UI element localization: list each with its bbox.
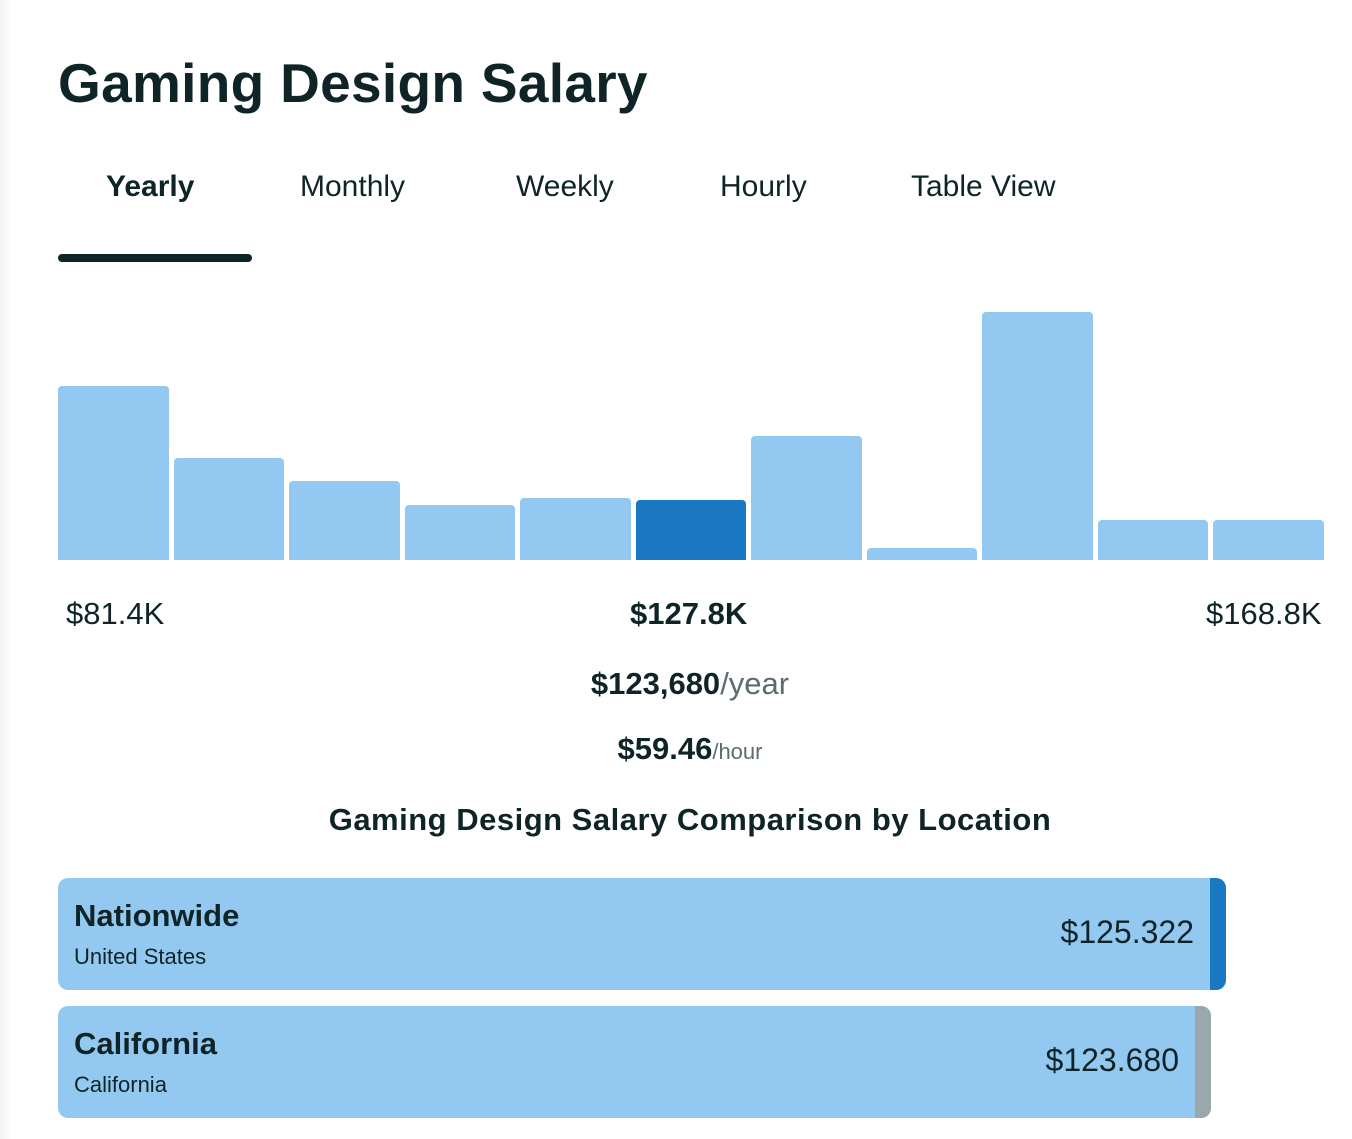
location-card-california[interactable]: California California $123.680 — [58, 1006, 1211, 1118]
histogram-bar[interactable] — [289, 480, 400, 560]
histogram-bar[interactable] — [751, 436, 862, 560]
location-bar-edge — [1210, 878, 1226, 990]
location-name: California — [74, 1026, 217, 1061]
histogram-bar[interactable] — [635, 500, 747, 560]
hourly-amount: $59.46 — [617, 731, 713, 766]
page-title: Gaming Design Salary — [58, 52, 648, 114]
histogram-bar[interactable] — [1213, 520, 1324, 560]
tab-weekly[interactable]: Weekly — [516, 170, 614, 203]
location-bar-edge — [1195, 1006, 1211, 1118]
tab-table-view[interactable]: Table View — [911, 170, 1056, 203]
yearly-summary: $123,680/year — [0, 666, 1352, 702]
location-name: Nationwide — [74, 898, 240, 933]
tab-yearly[interactable]: Yearly — [106, 170, 195, 203]
histogram-bar[interactable] — [866, 548, 978, 560]
axis-min-label: $81.4K — [66, 596, 165, 631]
histogram-bar[interactable] — [404, 505, 516, 560]
axis-max-label: $168.8K — [1206, 596, 1322, 631]
histogram-bar[interactable] — [520, 498, 631, 560]
comparison-heading: Gaming Design Salary Comparison by Locat… — [328, 802, 1052, 837]
histogram-bar[interactable] — [58, 386, 169, 560]
hourly-unit: /hour — [712, 739, 763, 764]
location-salary: $123.680 — [1045, 1042, 1179, 1078]
period-tabs: Yearly Monthly Weekly Hourly Table View — [58, 160, 1158, 262]
histogram-bar[interactable] — [982, 312, 1093, 560]
salary-histogram — [58, 300, 1324, 560]
location-salary: $125.322 — [1060, 914, 1194, 950]
location-subtitle: California — [74, 1072, 167, 1097]
hourly-summary: $59.46/hour — [0, 731, 1352, 767]
active-tab-underline — [58, 254, 252, 262]
histogram-bar[interactable] — [173, 458, 285, 560]
tab-monthly[interactable]: Monthly — [300, 170, 406, 203]
location-card-nationwide[interactable]: Nationwide United States $125.322 — [58, 878, 1226, 990]
yearly-unit: /year — [720, 666, 790, 701]
histogram-bar[interactable] — [1097, 520, 1209, 560]
tab-hourly[interactable]: Hourly — [720, 170, 807, 203]
yearly-amount: $123,680 — [590, 666, 721, 701]
left-shadow — [0, 0, 12, 1139]
axis-median-label: $127.8K — [630, 596, 748, 631]
location-subtitle: United States — [74, 944, 207, 969]
